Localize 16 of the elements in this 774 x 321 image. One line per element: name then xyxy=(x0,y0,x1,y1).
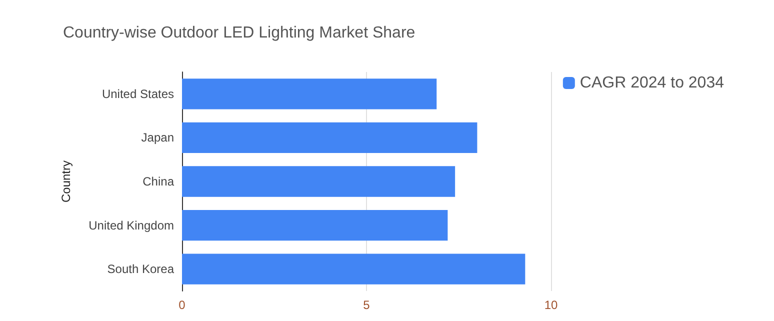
y-tick-label: United Kingdom xyxy=(88,218,174,232)
chart-title: Country-wise Outdoor LED Lighting Market Share xyxy=(63,24,416,42)
bar xyxy=(182,78,437,110)
y-axis-title: Country xyxy=(59,160,73,203)
y-tick-label: China xyxy=(142,174,174,188)
x-tick-label: 10 xyxy=(544,298,558,312)
bar xyxy=(182,166,456,197)
x-tick-label: 0 xyxy=(178,298,186,312)
bar xyxy=(182,122,478,154)
y-tick-label: United States xyxy=(102,86,174,101)
legend-label: CAGR 2024 to 2034 xyxy=(580,74,724,92)
x-tick-label: 5 xyxy=(363,298,370,312)
y-tick-label: Japan xyxy=(141,130,174,145)
y-tick-label: South Korea xyxy=(107,262,174,276)
bar xyxy=(182,254,526,284)
bar xyxy=(182,210,448,241)
